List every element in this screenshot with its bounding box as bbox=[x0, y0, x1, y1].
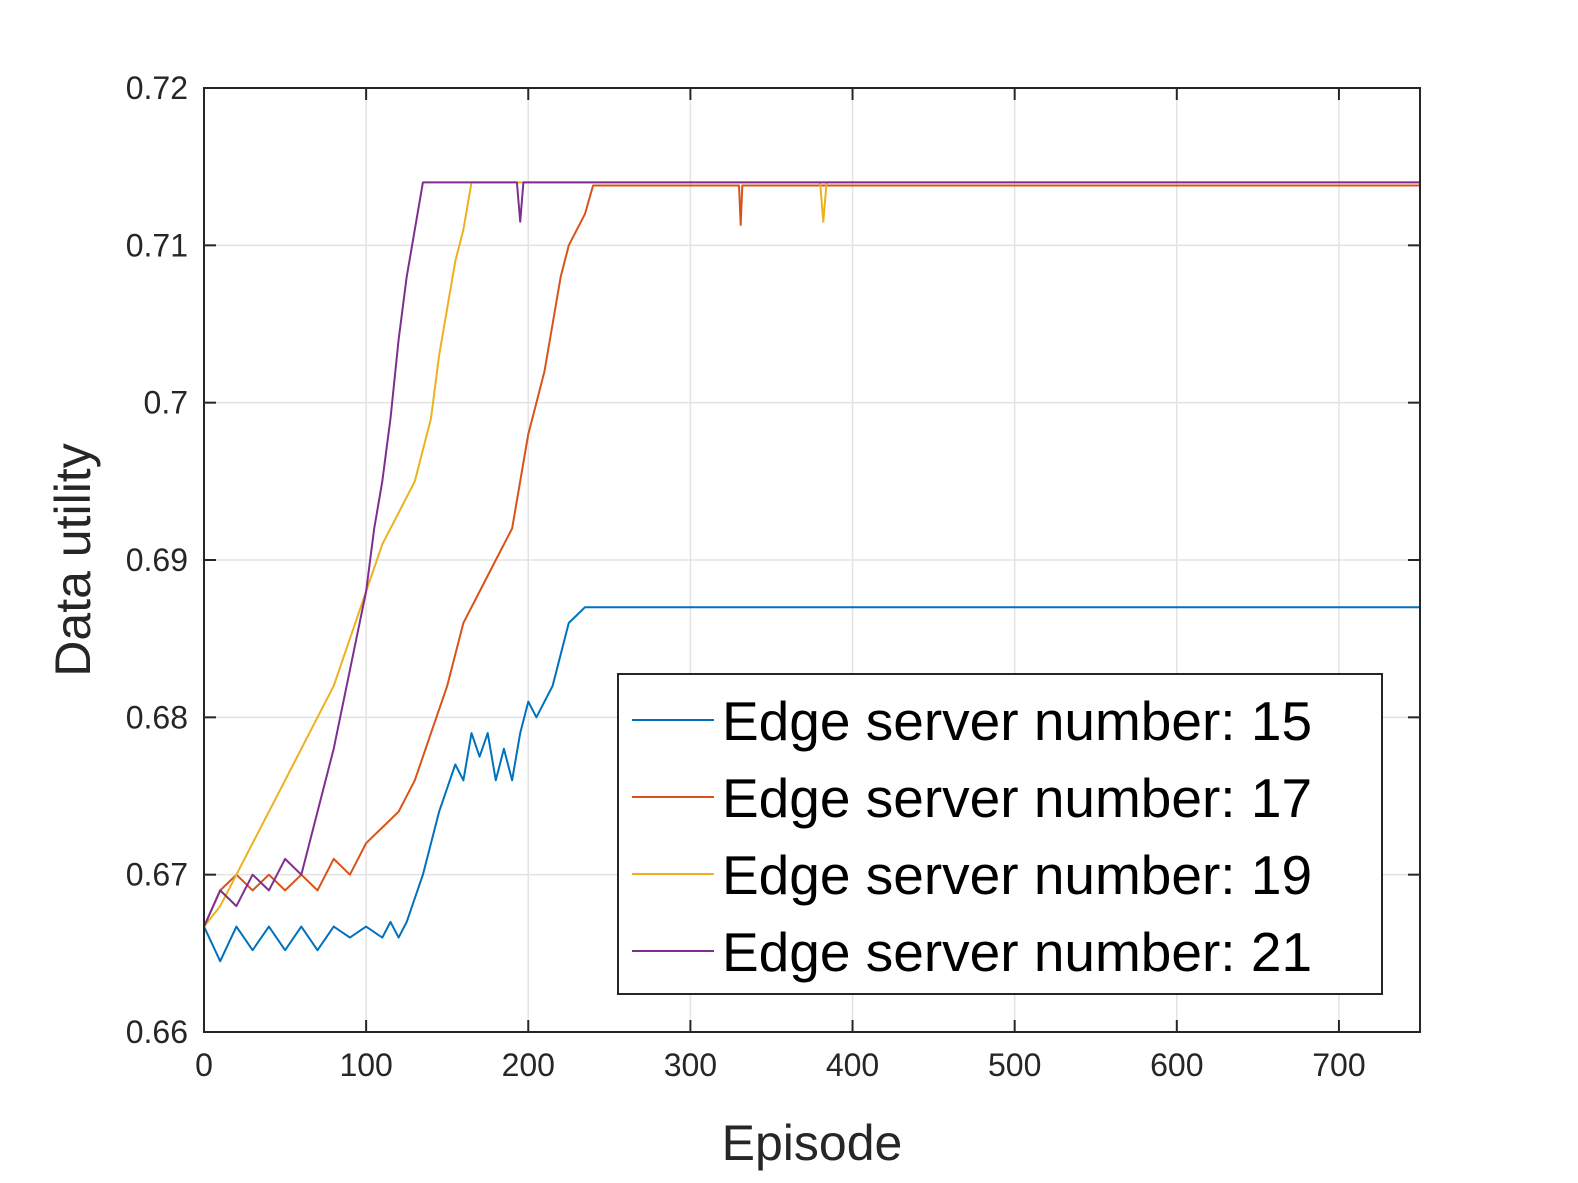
legend-label-19: Edge server number: 19 bbox=[722, 844, 1312, 906]
y-tick-label: 0.67 bbox=[126, 857, 188, 893]
x-axis-title: Episode bbox=[722, 1115, 903, 1171]
x-tick-label: 300 bbox=[664, 1047, 717, 1083]
x-tick-label: 700 bbox=[1312, 1047, 1365, 1083]
x-tick-label: 0 bbox=[195, 1047, 213, 1083]
y-axis-title: Data utility bbox=[45, 443, 101, 676]
series-line-0 bbox=[203, 606, 1420, 963]
y-tick-label: 0.71 bbox=[126, 227, 188, 263]
series-line-3 bbox=[203, 181, 1420, 928]
x-tick-label: 600 bbox=[1150, 1047, 1203, 1083]
grid-lines bbox=[203, 87, 1420, 1033]
y-tick-label: 0.66 bbox=[126, 1014, 188, 1050]
y-tick-label: 0.68 bbox=[126, 699, 188, 735]
x-tick-label: 500 bbox=[988, 1047, 1041, 1083]
x-tick-label: 200 bbox=[502, 1047, 555, 1083]
y-tick-label: 0.7 bbox=[144, 385, 188, 421]
legend-box bbox=[617, 673, 1383, 995]
legend: Edge server number: 15 Edge server numbe… bbox=[617, 673, 1383, 995]
series-lines bbox=[203, 181, 1420, 963]
axis-ticks bbox=[203, 87, 1420, 1033]
x-tick-label: 400 bbox=[826, 1047, 879, 1083]
legend-label-15: Edge server number: 15 bbox=[722, 690, 1312, 752]
series-line-1 bbox=[203, 184, 1420, 928]
y-tick-label: 0.72 bbox=[126, 70, 188, 106]
y-tick-label: 0.69 bbox=[126, 542, 188, 578]
tick-labels: 0 100 200 300 400 500 600 700 0.66 0.67 0.68 0.69 0.… bbox=[126, 70, 1366, 1083]
legend-label-17: Edge server number: 17 bbox=[722, 767, 1312, 829]
x-tick-label: 100 bbox=[339, 1047, 392, 1083]
legend-label-21: Edge server number: 21 bbox=[722, 921, 1312, 983]
